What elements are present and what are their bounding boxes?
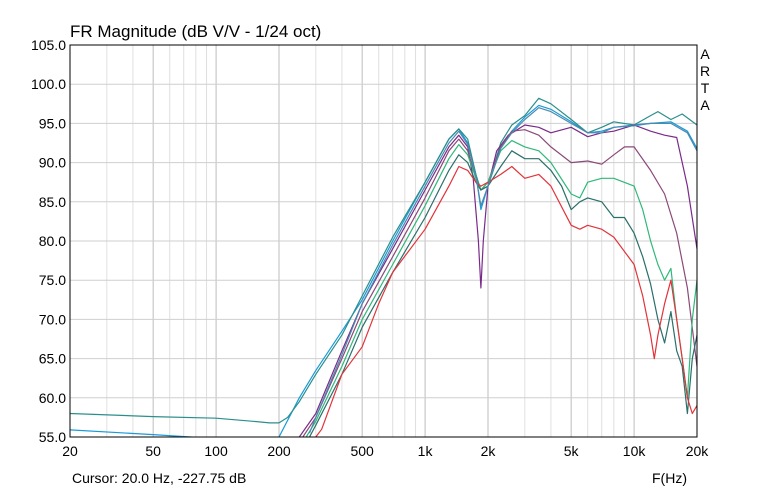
x-tick-label: 20k [686,443,710,459]
cursor-readout: Cursor: 20.0 Hz, -227.75 dB [72,470,246,486]
series-line-3 [298,124,697,437]
x-tick-label: 50 [145,443,161,459]
arta-letter: A [700,46,710,62]
x-axis-ticks: 20 50 100 200 500 1k 2k 5k 10k 20k [62,443,709,459]
y-tick-label: 60.0 [39,390,66,406]
series-line-5 [305,140,697,437]
chart-grid [69,44,698,438]
y-tick-label: 105.0 [31,37,66,53]
x-axis-label: F(Hz) [652,470,687,486]
series-line-8 [308,107,697,434]
y-tick-label: 100.0 [31,76,66,92]
series-line-7 [315,165,697,437]
x-tick-label: 1k [418,443,434,459]
chart-series [70,97,697,437]
y-tick-label: 90.0 [39,155,66,171]
x-tick-label: 500 [350,443,374,459]
y-tick-label: 70.0 [39,311,66,327]
arta-letter: A [700,97,710,113]
chart-title: FR Magnitude (dB V/V - 1/24 oct) [70,22,321,41]
y-tick-label: 85.0 [39,194,66,210]
y-tick-label: 80.0 [39,233,66,249]
x-tick-label: 100 [204,443,228,459]
x-tick-label: 10k [623,443,647,459]
arta-letter: R [700,63,710,79]
y-tick-label: 55.0 [39,429,66,445]
y-tick-label: 75.0 [39,272,66,288]
y-tick-label: 65.0 [39,351,66,367]
x-tick-label: 2k [481,443,497,459]
y-tick-label: 95.0 [39,115,66,131]
series-line-4 [302,129,697,437]
arta-letter: T [701,80,710,96]
plot-frame [69,44,698,438]
series-line-6 [308,150,697,437]
x-tick-label: 5k [564,443,580,459]
x-tick-label: 20 [62,443,78,459]
series-line-2 [70,97,697,424]
y-axis-ticks: 55.0 60.0 65.0 70.0 75.0 80.0 85.0 90.0 95.0 100.… [31,37,66,445]
x-tick-label: 200 [267,443,291,459]
